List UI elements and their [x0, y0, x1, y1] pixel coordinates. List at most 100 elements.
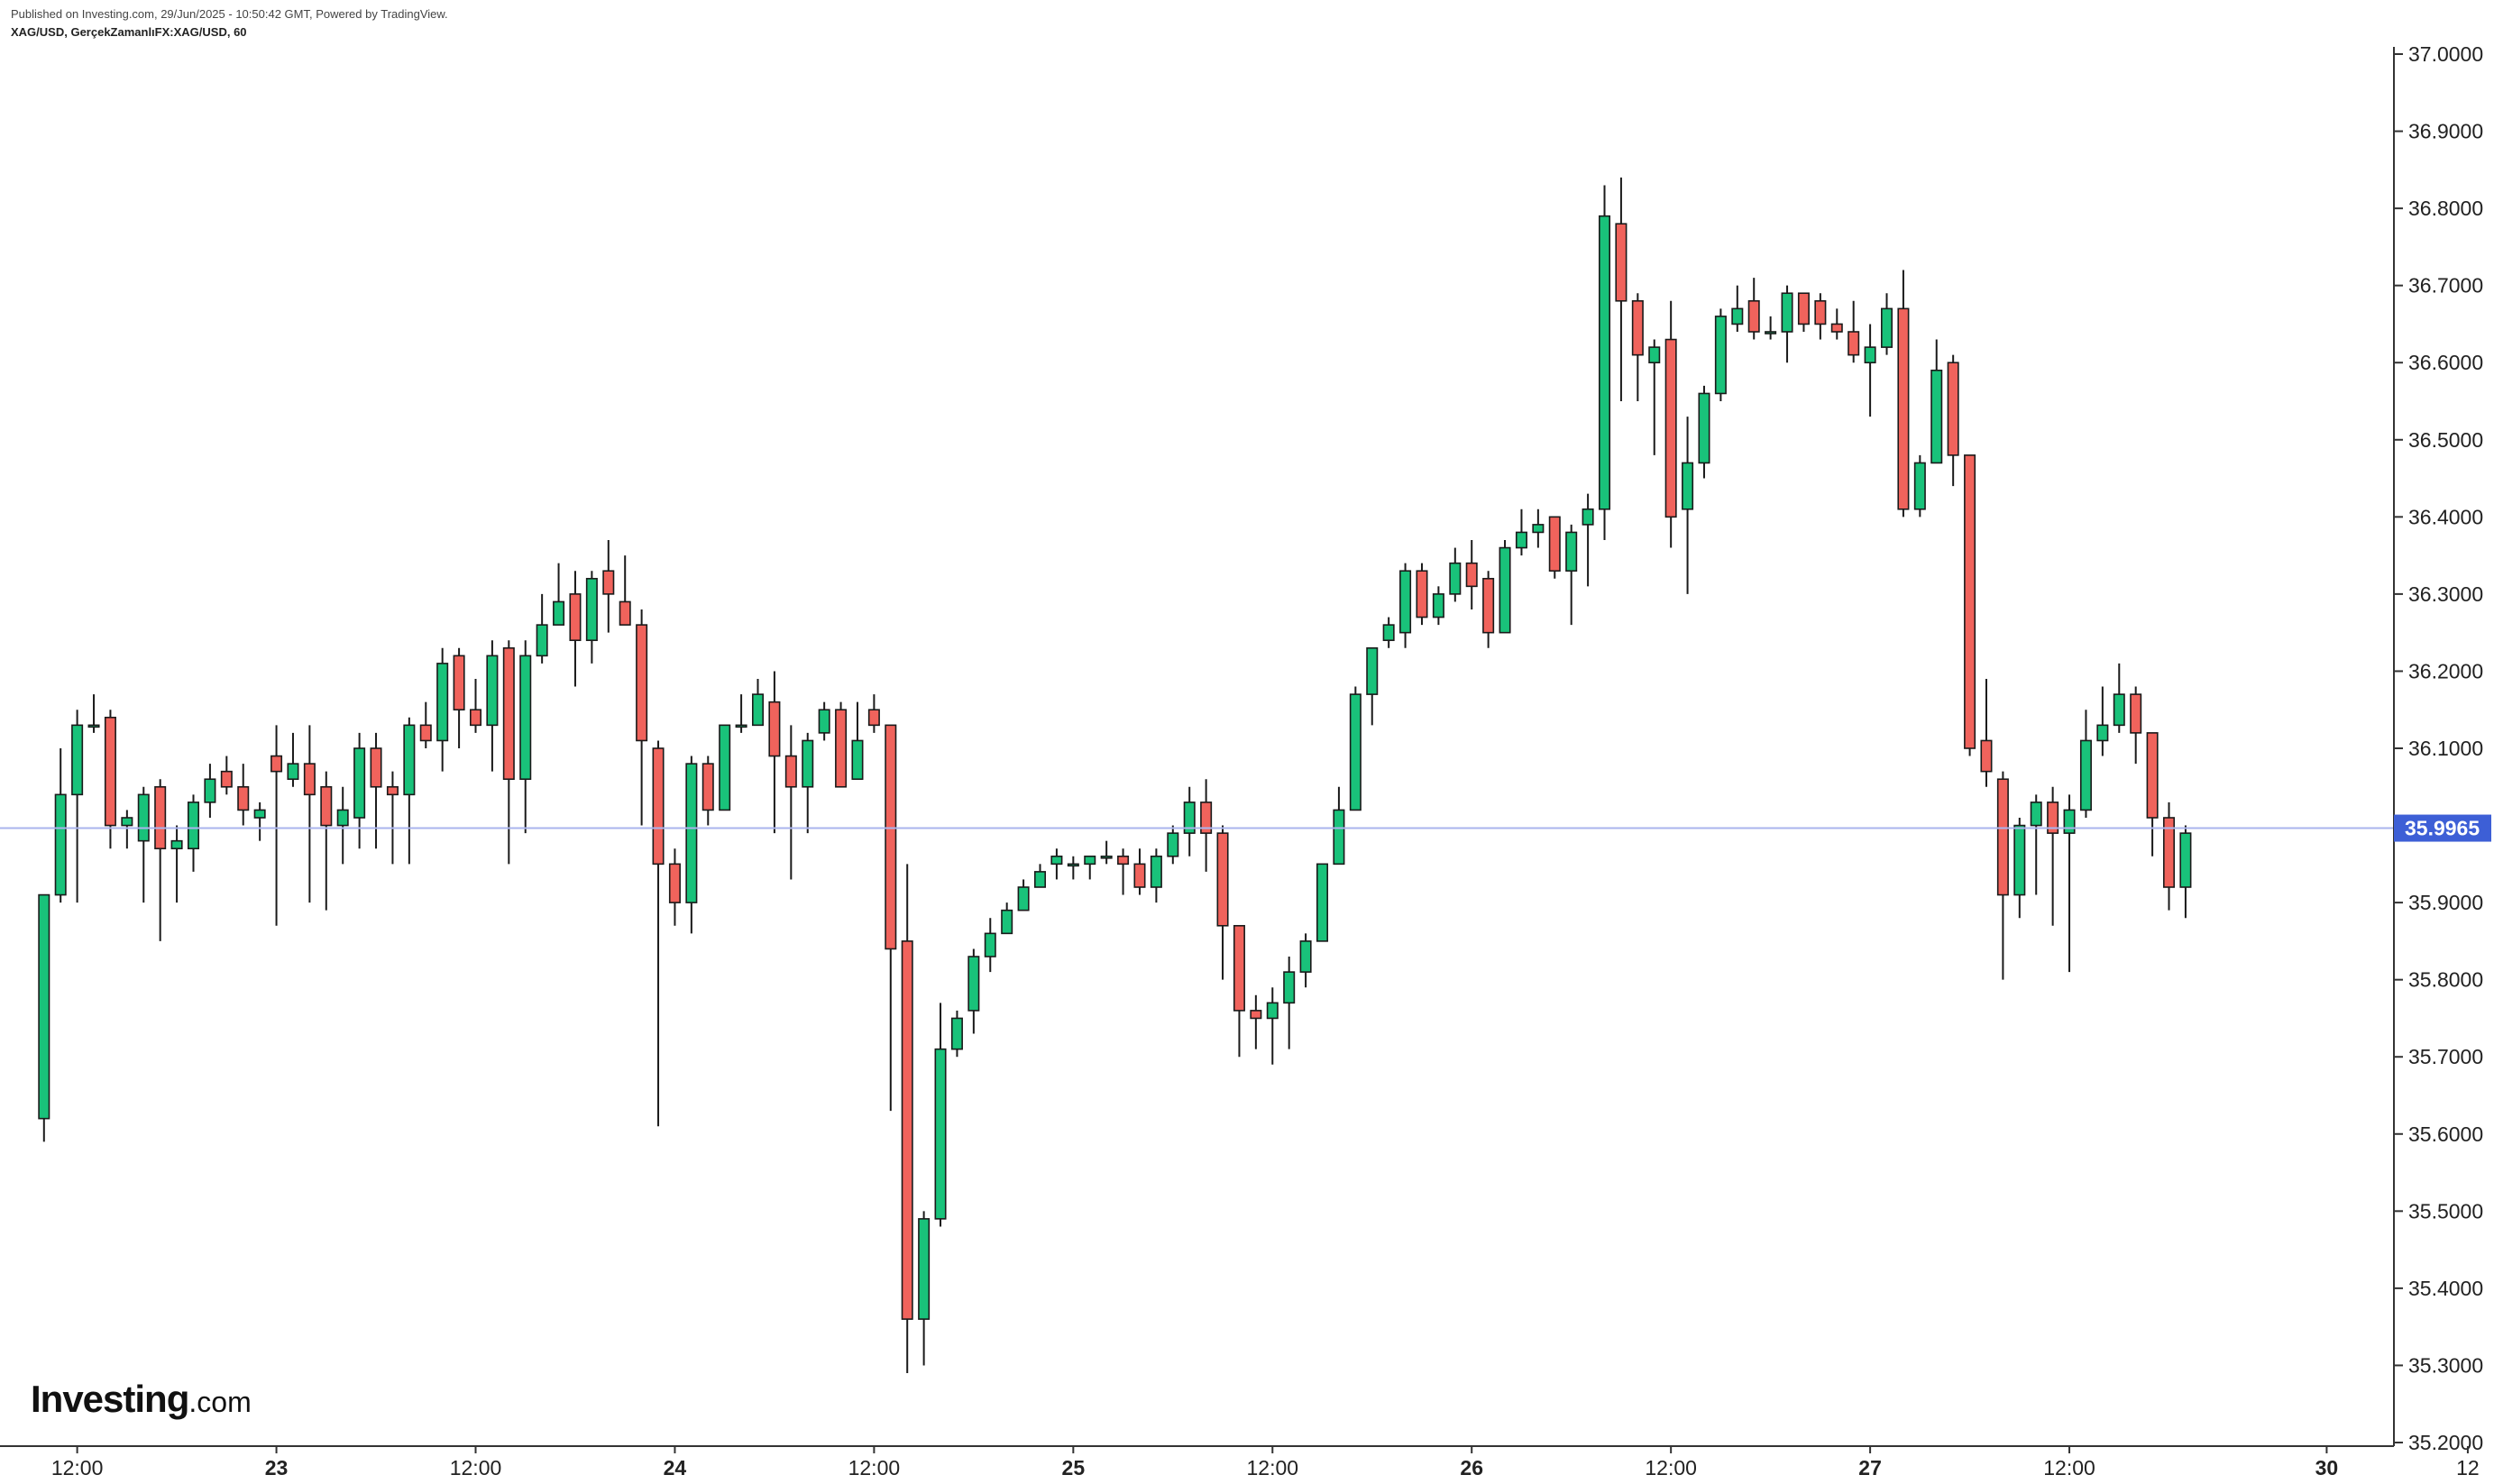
candle — [2030, 794, 2042, 895]
candle-body — [187, 802, 200, 850]
candle — [2163, 802, 2176, 911]
candle — [901, 864, 913, 1373]
candle-body — [835, 709, 848, 788]
candle-body — [885, 724, 897, 950]
candle — [1631, 293, 1644, 401]
candle — [918, 1211, 931, 1366]
candle — [984, 918, 996, 973]
candle — [502, 640, 515, 865]
time-tick-label: 12 — [2456, 1456, 2480, 1479]
time-tick-label: 12:00 — [848, 1456, 901, 1479]
price-tick-label: 36.1000 — [2408, 737, 2483, 760]
candle — [885, 724, 897, 1112]
candle — [1266, 987, 1279, 1065]
candle-body — [469, 709, 482, 727]
candle-body — [652, 747, 665, 866]
candle-body — [2013, 824, 2026, 896]
candle — [1316, 863, 1329, 942]
candle — [370, 732, 382, 849]
candle — [2179, 825, 2192, 919]
candle — [270, 725, 283, 926]
chart-header: Published on Investing.com, 29/Jun/2025 … — [11, 5, 448, 41]
candle-body — [784, 755, 797, 788]
candle — [1167, 825, 1179, 865]
candle-body — [1648, 346, 1661, 364]
candle-body — [1001, 909, 1013, 935]
price-tick-label: 35.6000 — [2408, 1122, 2483, 1146]
candle-body — [553, 600, 565, 626]
time-tick-label: 23 — [265, 1456, 289, 1479]
candle-body — [502, 646, 515, 781]
candle-body — [320, 785, 333, 827]
candle — [1747, 278, 1760, 340]
candle — [1913, 454, 1926, 518]
candle-body — [1599, 215, 1611, 510]
candle — [1615, 177, 1628, 401]
candle-body — [867, 709, 880, 727]
candle — [950, 1010, 963, 1058]
candle-body — [1897, 307, 1910, 510]
investing-logo: Investing.com — [31, 1378, 252, 1421]
candle-body — [1233, 924, 1245, 1012]
candle — [1814, 293, 1827, 340]
last-price-badge: 35.9965 — [2394, 814, 2491, 842]
published-note: Published on Investing.com, 29/Jun/2025 … — [11, 7, 448, 21]
candle-body — [1797, 292, 1810, 325]
candle-body — [104, 716, 116, 827]
time-axis: 12:00 23 12:00 24 12:00 25 12:00 26 12:00 27 12:00… — [51, 1446, 2480, 1479]
candle-body — [984, 932, 996, 957]
candle-body — [137, 793, 150, 842]
candle-body — [701, 763, 714, 811]
candle — [1200, 779, 1213, 872]
candle-body — [170, 839, 183, 850]
candle — [1233, 924, 1245, 1058]
candle-body — [1548, 516, 1561, 573]
candle — [1250, 994, 1262, 1049]
candle — [1698, 385, 1710, 479]
candle-body — [336, 809, 349, 827]
candle — [220, 756, 233, 795]
candle — [1830, 308, 1843, 340]
candle — [967, 948, 980, 1034]
candle-body — [1084, 855, 1096, 866]
candle-body — [1482, 577, 1495, 634]
candle-body — [1033, 871, 1047, 888]
candle — [1996, 771, 2009, 980]
time-tick-label: 12:00 — [1645, 1456, 1697, 1479]
candle-body — [1881, 307, 1893, 348]
time-tick-label: 12:00 — [450, 1456, 502, 1479]
candle-body — [1947, 362, 1959, 456]
time-tick-label: 25 — [1062, 1456, 1086, 1479]
candle-body — [1615, 223, 1628, 302]
candle — [2096, 686, 2109, 756]
candle-body — [386, 785, 399, 796]
candle — [1449, 547, 1462, 602]
candle — [519, 640, 532, 834]
price-tick-label: 36.9000 — [2408, 120, 2483, 143]
candle-body — [1698, 392, 1710, 464]
candle-body — [1183, 802, 1196, 834]
candle-body — [901, 940, 913, 1320]
candle-body — [1366, 646, 1379, 695]
candle-body — [636, 624, 648, 742]
candle-body — [1731, 307, 1744, 325]
candle — [802, 732, 814, 834]
candle-body — [1117, 855, 1130, 866]
candle — [1964, 454, 1976, 756]
time-tick-label: 26 — [1460, 1456, 1483, 1479]
price-tick-label: 35.4000 — [2408, 1277, 2483, 1300]
candle-body — [1067, 863, 1079, 867]
candle-body — [121, 817, 133, 827]
candle-body — [453, 655, 465, 711]
candle-body — [569, 593, 582, 642]
candle — [1765, 316, 1777, 340]
candle — [1001, 902, 1013, 935]
candle — [619, 555, 631, 626]
candle — [934, 1003, 947, 1227]
candle — [1864, 324, 1876, 417]
candle-body — [1349, 693, 1362, 811]
candle-body — [1200, 802, 1213, 834]
candle — [1349, 686, 1362, 811]
candle-body — [1913, 462, 1926, 510]
